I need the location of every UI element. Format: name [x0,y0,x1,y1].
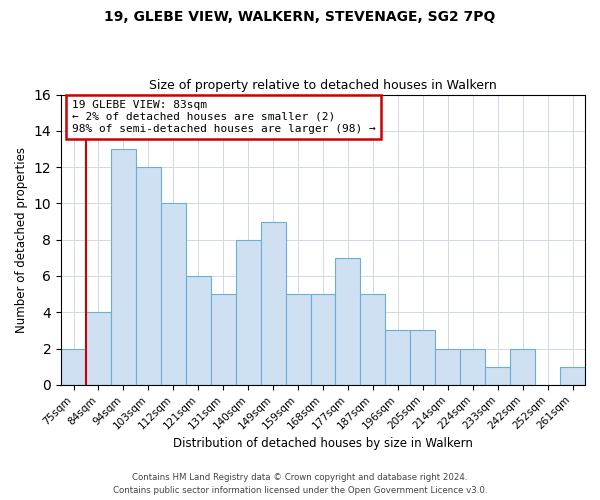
Bar [335,258,361,385]
Bar [510,348,535,385]
Bar [211,294,236,385]
Bar [161,204,186,385]
Y-axis label: Number of detached properties: Number of detached properties [15,146,28,332]
Bar [186,276,211,385]
Bar [361,294,385,385]
Text: 19 GLEBE VIEW: 83sqm
← 2% of detached houses are smaller (2)
98% of semi-detache: 19 GLEBE VIEW: 83sqm ← 2% of detached ho… [71,100,375,134]
Bar [385,330,410,385]
Bar [311,294,335,385]
Bar [410,330,435,385]
Bar [560,366,585,385]
X-axis label: Distribution of detached houses by size in Walkern: Distribution of detached houses by size … [173,437,473,450]
Bar [86,312,111,385]
Bar [111,149,136,385]
Bar [460,348,485,385]
Bar [435,348,460,385]
Bar [61,348,86,385]
Text: 19, GLEBE VIEW, WALKERN, STEVENAGE, SG2 7PQ: 19, GLEBE VIEW, WALKERN, STEVENAGE, SG2 … [104,10,496,24]
Bar [286,294,311,385]
Bar [136,167,161,385]
Title: Size of property relative to detached houses in Walkern: Size of property relative to detached ho… [149,79,497,92]
Text: Contains HM Land Registry data © Crown copyright and database right 2024.
Contai: Contains HM Land Registry data © Crown c… [113,474,487,495]
Bar [260,222,286,385]
Bar [236,240,260,385]
Bar [485,366,510,385]
